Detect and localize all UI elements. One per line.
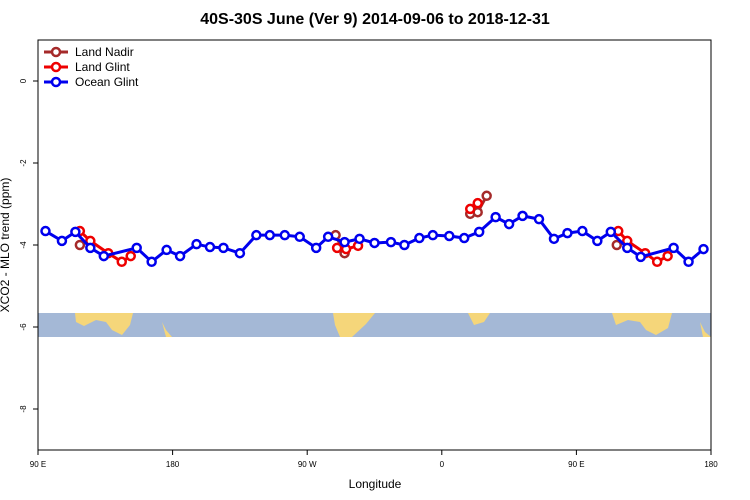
data-point [548,233,560,245]
data-point [146,256,157,268]
data-point [464,203,476,215]
legend-label: Land Glint [75,60,130,74]
legend-marker [50,61,62,73]
data-point [40,225,51,237]
x-tick-label: 90 W [298,460,317,469]
data-point [414,232,425,244]
data-point [251,229,262,241]
data-point [651,256,663,268]
map-strip [38,313,711,337]
data-point [369,237,380,249]
y-tick-label: -6 [19,323,28,331]
data-point [562,227,573,239]
x-axis-label: Longitude [349,477,402,491]
data-point [279,229,291,241]
x-tick-label: 90 E [568,460,584,469]
data-point [490,211,501,223]
x-tick-label: 0 [440,460,445,469]
y-axis-label: XCO2 - MLO trend (ppm) [0,178,12,313]
legend-marker [50,76,62,88]
data-point [310,242,322,254]
data-point [517,210,528,222]
data-point [204,241,216,253]
legend-marker [50,46,62,58]
data-point [621,242,633,254]
data-point [473,226,485,238]
data-point [592,235,603,247]
data-point [662,250,673,262]
y-tick-label: -4 [19,241,28,249]
data-point [331,242,343,254]
data-point [503,218,515,230]
data-point [74,239,86,251]
y-tick-label: -8 [19,405,28,413]
data-point [611,239,623,251]
data-point [533,213,545,225]
data-point [481,190,492,202]
data-point [116,256,128,268]
data-point [85,242,96,254]
data-point [605,226,617,238]
data-point [399,239,410,251]
y-tick-label: 0 [19,78,28,83]
data-point [161,244,172,256]
data-point [218,242,229,254]
data-point [458,232,470,244]
data-point [444,230,455,242]
data-point [234,247,246,259]
data-point [56,235,68,247]
data-point [698,243,709,255]
x-tick-label: 90 E [30,460,46,469]
legend-label: Ocean Glint [75,75,139,89]
y-tick-label: -2 [19,159,28,167]
data-point [577,225,588,237]
data-point [131,242,142,254]
data-point [635,251,646,263]
data-point [354,233,365,245]
x-tick-label: 180 [704,460,718,469]
data-point [427,229,439,241]
data-point [191,238,202,250]
data-point [174,250,186,262]
data-point [294,231,305,243]
data-point [385,236,397,248]
x-tick-label: 180 [166,460,180,469]
data-point [98,250,110,262]
data-point [322,231,334,243]
data-point [70,226,81,238]
data-point [472,197,483,209]
data-point [339,236,350,248]
data-point [125,250,136,262]
data-point [683,256,694,268]
legend-label: Land Nadir [75,45,134,59]
chart-title: 40S-30S June (Ver 9) 2014-09-06 to 2018-… [200,11,550,28]
data-point [264,229,276,241]
data-point [668,242,679,254]
